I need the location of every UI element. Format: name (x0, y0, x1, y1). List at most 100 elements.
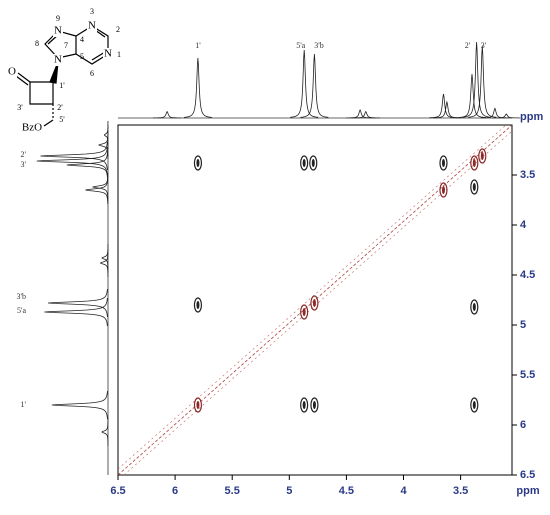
atom-mask (7, 66, 17, 78)
x-axis-label: ppm (516, 485, 539, 497)
atom-label: N (54, 25, 62, 37)
left-projection-peak (91, 172, 109, 202)
y-tick-label: 5.5 (520, 369, 535, 381)
cross-peak-core (441, 159, 445, 167)
y-tick-label: 6.5 (520, 469, 535, 481)
cross-peak-core (311, 159, 315, 167)
locant: 4 (80, 35, 84, 44)
y-tick-label: 3.5 (520, 169, 535, 181)
cross-peak-core (312, 299, 316, 307)
atom-mask (53, 25, 63, 37)
x-tick-label: 3.5 (453, 485, 468, 497)
cross-peak-core (472, 401, 476, 409)
cross-peak (470, 299, 479, 315)
cross-peak (300, 397, 309, 413)
top-projection-peak (492, 113, 521, 119)
left-peak-label: 1' (21, 400, 27, 409)
left-projection-peak (36, 146, 108, 176)
locant: 5' (59, 115, 65, 124)
top-peak-label: 1' (195, 41, 201, 50)
cross-peak (300, 155, 309, 171)
atom-label: N (104, 48, 112, 60)
left-projection-peak (44, 297, 108, 327)
left-projection-peak (101, 418, 109, 446)
cross-peak-core (196, 159, 200, 167)
top-peak-label: 2' (465, 41, 471, 50)
top-projection-peak (351, 110, 380, 119)
top-projection-peak (429, 93, 458, 119)
left-projection-peak (98, 131, 109, 159)
locant: 5 (80, 52, 84, 61)
atom-mask (21, 122, 43, 134)
top-projection-peak (290, 49, 319, 118)
locant: 7 (64, 41, 68, 50)
atom-label: N (54, 54, 62, 66)
carbonyl (15, 75, 29, 86)
left-peak-label: 3'b (17, 292, 26, 301)
cross-peak (193, 397, 203, 413)
y-tick-label: 4 (520, 219, 527, 231)
locant: 6 (90, 69, 94, 78)
locant: 3' (17, 103, 23, 112)
locant: 9 (56, 14, 60, 23)
imidazole-ring (44, 30, 77, 59)
left-projection-peak (40, 142, 108, 170)
atom-mask (103, 48, 113, 60)
cross-peak (300, 304, 309, 320)
cross-peak (470, 179, 479, 195)
left-projection-peak (66, 151, 108, 179)
x-tick-label: 6 (172, 485, 178, 497)
cross-peak (193, 155, 203, 171)
cross-peak-core (302, 401, 306, 409)
cross-peak-core (472, 183, 476, 191)
atom-label: BzO (22, 122, 42, 134)
left-projection-peak (99, 249, 109, 277)
locant: 3 (90, 7, 94, 16)
top-peak-label: 3' (481, 41, 487, 50)
cyclobutanone-ring (29, 81, 54, 105)
carbonyl (17, 72, 31, 83)
diagonal (117, 124, 507, 470)
locant: 2' (57, 103, 63, 112)
cross-peak (310, 295, 319, 311)
top-peak-label: 3'b (314, 41, 323, 50)
cross-peak-core (302, 308, 306, 316)
plot-frame (117, 124, 513, 476)
top-projection-peak (462, 41, 491, 118)
cross-peak-core (312, 401, 316, 409)
atom-label: N (88, 20, 96, 32)
cross-peak (478, 148, 487, 164)
locant: 8 (35, 39, 39, 48)
locant: 1 (117, 50, 121, 59)
diagonal (123, 130, 513, 476)
cross-peak (439, 155, 448, 171)
x-tick-label: 5.5 (225, 485, 240, 497)
left-projection-peak (103, 121, 109, 149)
y-tick-label: 5 (520, 319, 526, 331)
left-projection-peak (51, 391, 108, 419)
cross-peak-core (441, 186, 445, 194)
left-peak-label: 2' (21, 150, 27, 159)
cross-peak (193, 297, 203, 313)
y-tick-label: 4.5 (520, 269, 535, 281)
atom-mask (87, 20, 97, 32)
cross-peak-core (302, 159, 306, 167)
cross-peak (470, 155, 479, 171)
left-projection-peak (101, 244, 109, 272)
top-projection-peak (153, 110, 182, 119)
x-tick-label: 5 (286, 485, 292, 497)
cross-peak-core (472, 159, 476, 167)
diagonal (117, 124, 513, 476)
x-tick-label: 4 (400, 485, 407, 497)
bond (43, 119, 54, 127)
cross-peak (470, 397, 479, 413)
top-projection-peak (346, 109, 375, 119)
left-peak-label: 5'a (17, 306, 26, 315)
locant: 1' (59, 81, 65, 90)
top-projection-peak (183, 57, 212, 118)
cross-peak (439, 182, 448, 198)
atom-label: O (8, 66, 16, 78)
top-projection-peak (300, 53, 329, 118)
cross-peak (309, 155, 318, 171)
